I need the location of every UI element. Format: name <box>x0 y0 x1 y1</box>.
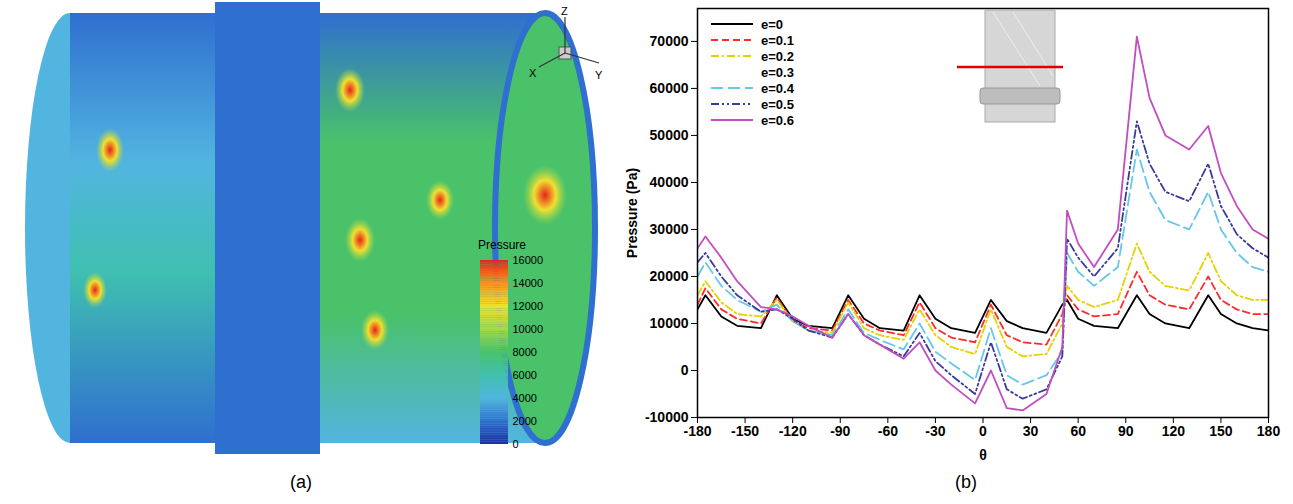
svg-text:20000: 20000 <box>650 268 689 284</box>
svg-text:2000: 2000 <box>513 415 537 427</box>
svg-text:-150: -150 <box>731 423 759 439</box>
svg-text:70000: 70000 <box>650 33 689 49</box>
svg-text:40000: 40000 <box>650 174 689 190</box>
svg-text:e=0.2: e=0.2 <box>761 49 794 64</box>
svg-text:Pressure (Pa): Pressure (Pa) <box>624 168 640 258</box>
svg-text:10000: 10000 <box>650 315 689 331</box>
svg-text:e=0.5: e=0.5 <box>761 97 794 112</box>
svg-text:e=0.6: e=0.6 <box>761 113 794 128</box>
svg-text:14000: 14000 <box>513 277 544 289</box>
svg-text:Y: Y <box>595 69 603 81</box>
svg-text:-90: -90 <box>830 423 850 439</box>
svg-text:180: 180 <box>1257 423 1281 439</box>
svg-text:10000: 10000 <box>513 323 544 335</box>
svg-text:0: 0 <box>681 362 689 378</box>
svg-text:X: X <box>529 67 537 79</box>
svg-text:8000: 8000 <box>513 346 537 358</box>
svg-text:6000: 6000 <box>513 369 537 381</box>
html-text:(b): (b) <box>955 472 977 492</box>
svg-text:e=0: e=0 <box>761 17 783 32</box>
svg-text:-60: -60 <box>878 423 898 439</box>
svg-text:4000: 4000 <box>513 392 537 404</box>
svg-text:0: 0 <box>513 438 519 450</box>
svg-text:0: 0 <box>979 423 987 439</box>
svg-text:60000: 60000 <box>650 80 689 96</box>
svg-text:-180: -180 <box>683 423 711 439</box>
svg-text:-30: -30 <box>925 423 945 439</box>
svg-text:30: 30 <box>1023 423 1039 439</box>
html-text:Pressure: Pressure <box>478 238 526 252</box>
svg-text:e=0.3: e=0.3 <box>761 65 794 80</box>
svg-text:90: 90 <box>1118 423 1134 439</box>
svg-text:30000: 30000 <box>650 221 689 237</box>
svg-text:50000: 50000 <box>650 127 689 143</box>
svg-text:150: 150 <box>1209 423 1233 439</box>
svg-text:60: 60 <box>1070 423 1086 439</box>
svg-text:120: 120 <box>1162 423 1186 439</box>
svg-text:e=0.4: e=0.4 <box>761 81 795 96</box>
svg-text:12000: 12000 <box>513 300 544 312</box>
svg-text:e=0.1: e=0.1 <box>761 33 794 48</box>
svg-text:θ: θ <box>979 447 987 463</box>
svg-text:-120: -120 <box>779 423 807 439</box>
svg-text:-10000: -10000 <box>645 409 689 425</box>
html-text:(a): (a) <box>290 472 312 492</box>
svg-text:16000: 16000 <box>513 254 544 266</box>
svg-text:Z: Z <box>561 5 568 17</box>
